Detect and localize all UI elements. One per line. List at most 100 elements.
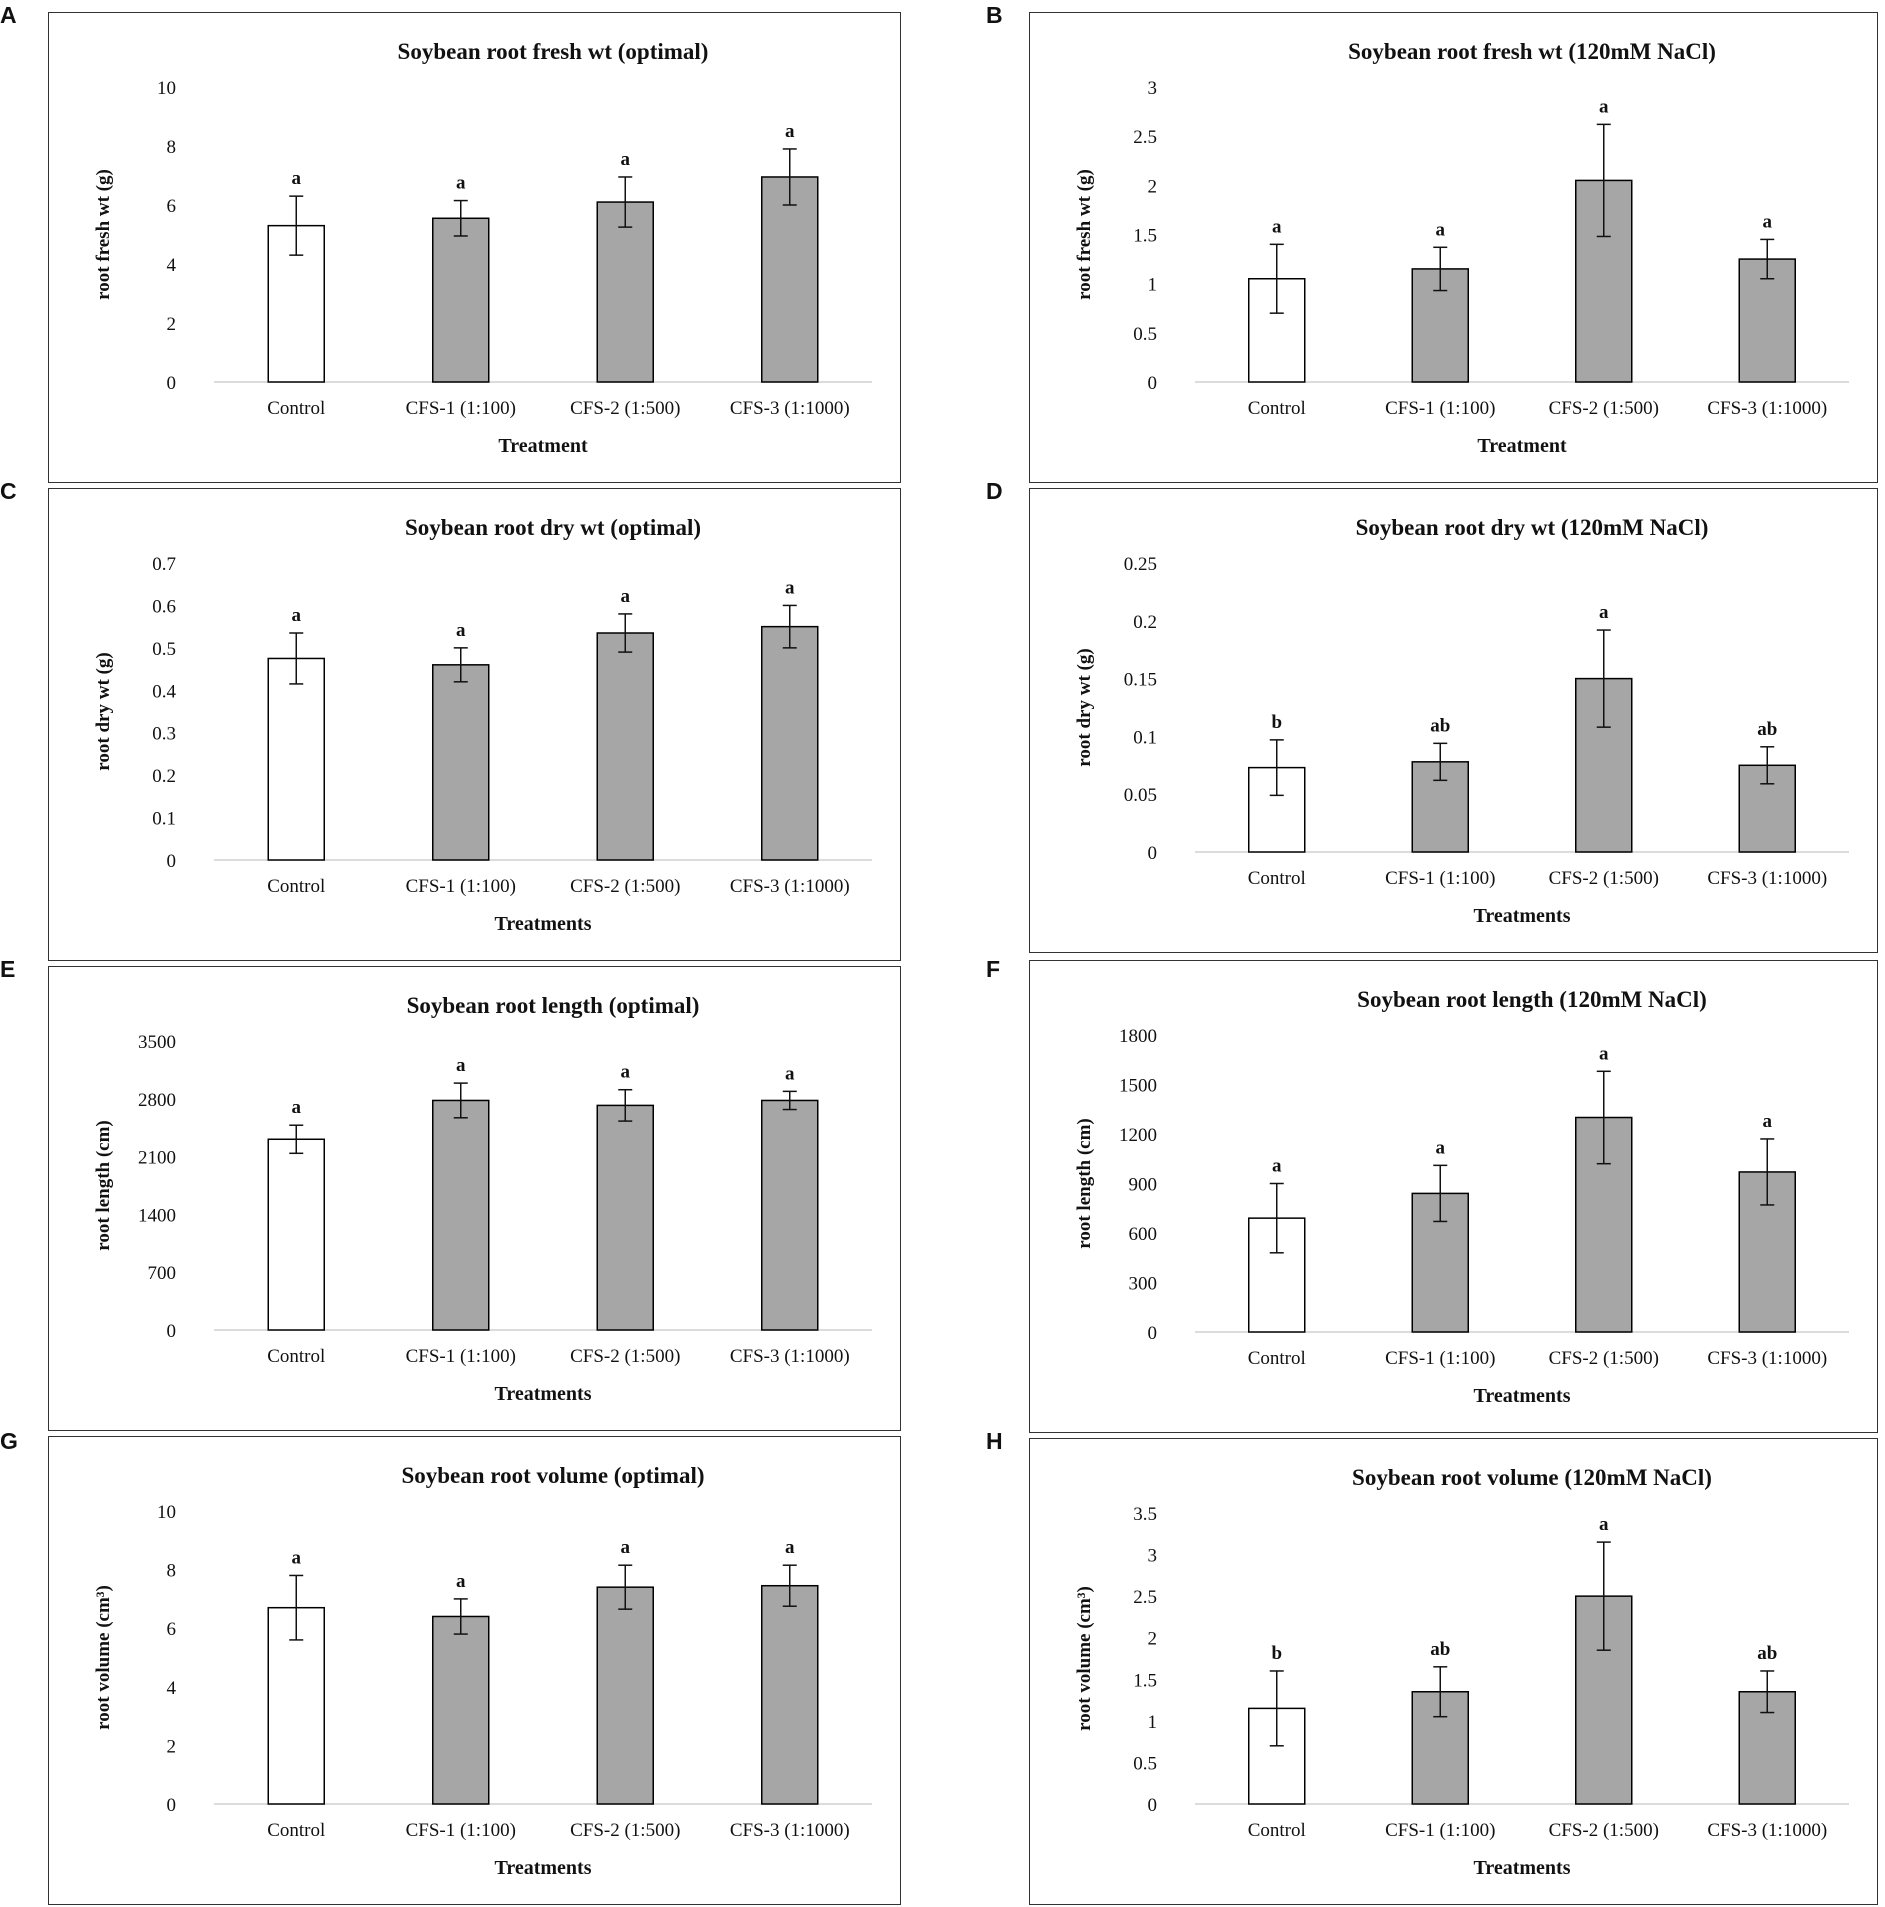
y-tick-label-e-0: 0 xyxy=(167,1321,177,1342)
y-tick-label-c-0: 0 xyxy=(167,851,177,872)
significance-letter-f-3: a xyxy=(1763,1111,1773,1132)
x-tick-label-g-0: Control xyxy=(267,1820,325,1841)
significance-letter-c-1: a xyxy=(456,620,466,641)
x-axis-label-f: Treatments xyxy=(1473,1385,1570,1407)
significance-letter-g-1: a xyxy=(456,1571,466,1592)
y-tick-label-d-3: 0.15 xyxy=(1124,670,1157,691)
bar-e-0 xyxy=(267,1138,325,1331)
y-axis-label-g: root volume (cm³) xyxy=(93,1585,114,1730)
significance-letter-a-3: a xyxy=(785,121,795,142)
y-tick-label-e-2: 1400 xyxy=(138,1205,176,1226)
x-tick-label-b-3: CFS-3 (1:1000) xyxy=(1707,398,1827,419)
x-tick-label-h-0: Control xyxy=(1248,1820,1306,1841)
bar-g-1 xyxy=(432,1615,490,1805)
y-tick-label-f-5: 1500 xyxy=(1119,1076,1157,1097)
x-tick-label-b-1: CFS-1 (1:100) xyxy=(1385,398,1495,419)
x-axis-label-h: Treatments xyxy=(1473,1857,1570,1879)
y-tick-label-d-5: 0.25 xyxy=(1124,554,1157,575)
panel-label-d: D xyxy=(986,478,1003,504)
y-tick-label-g-3: 6 xyxy=(167,1619,177,1640)
y-tick-label-f-6: 1800 xyxy=(1119,1026,1157,1047)
chart-title-e: Soybean root length (optimal) xyxy=(407,993,700,1018)
significance-letter-c-0: a xyxy=(292,605,302,626)
bar-a-1 xyxy=(432,217,490,383)
bar-g-2 xyxy=(596,1586,654,1805)
x-tick-label-f-2: CFS-2 (1:500) xyxy=(1549,1348,1659,1369)
x-tick-label-b-0: Control xyxy=(1248,398,1306,419)
significance-letter-c-3: a xyxy=(785,577,795,598)
y-tick-label-d-4: 0.2 xyxy=(1133,612,1157,633)
y-tick-label-b-0: 0 xyxy=(1148,373,1158,394)
x-tick-label-g-2: CFS-2 (1:500) xyxy=(570,1820,680,1841)
y-axis-label-h: root volume (cm³) xyxy=(1074,1586,1095,1731)
y-tick-label-d-1: 0.05 xyxy=(1124,785,1157,806)
chart-h: Soybean root volume (120mM NaCl) 0 0.5 1 1.5… xyxy=(1074,1465,1849,1879)
y-tick-label-a-1: 2 xyxy=(167,314,177,335)
y-tick-label-c-2: 0.2 xyxy=(152,766,176,787)
bar-a-3 xyxy=(761,176,819,383)
chart-frame-h: Soybean root volume (120mM NaCl) 0 0.5 1 1.5… xyxy=(1029,1438,1878,1905)
panel-label-a: A xyxy=(0,2,17,28)
x-tick-label-a-2: CFS-2 (1:500) xyxy=(570,398,680,419)
y-tick-label-c-5: 0.5 xyxy=(152,639,176,660)
significance-letter-a-0: a xyxy=(292,168,302,189)
y-tick-label-h-2: 1 xyxy=(1148,1712,1158,1733)
x-tick-label-d-1: CFS-1 (1:100) xyxy=(1385,868,1495,889)
y-axis-label-b: root fresh wt (g) xyxy=(1074,169,1095,300)
bar-c-0 xyxy=(267,657,325,861)
chart-frame-g: Soybean root volume (optimal) 0 2 4 6 8 10 root… xyxy=(48,1436,901,1905)
x-tick-label-a-3: CFS-3 (1:1000) xyxy=(730,398,850,419)
x-tick-label-a-1: CFS-1 (1:100) xyxy=(406,398,516,419)
x-tick-label-e-1: CFS-1 (1:100) xyxy=(406,1346,516,1367)
panel-label-c: C xyxy=(0,478,17,504)
x-tick-label-h-3: CFS-3 (1:1000) xyxy=(1707,1820,1827,1841)
x-axis-label-e: Treatments xyxy=(494,1383,591,1405)
y-tick-label-g-0: 0 xyxy=(167,1795,177,1816)
y-tick-label-d-0: 0 xyxy=(1148,843,1158,864)
significance-letter-h-1: ab xyxy=(1430,1639,1450,1660)
x-tick-label-h-2: CFS-2 (1:500) xyxy=(1549,1820,1659,1841)
y-axis-label-d: root dry wt (g) xyxy=(1074,648,1095,766)
y-tick-label-a-2: 4 xyxy=(167,255,177,276)
y-axis-label-a: root fresh wt (g) xyxy=(93,169,114,300)
x-tick-label-c-2: CFS-2 (1:500) xyxy=(570,876,680,897)
significance-letter-b-2: a xyxy=(1599,96,1609,117)
chart-e: Soybean root length (optimal) 0 700 1400 210… xyxy=(93,993,872,1405)
chart-a: Soybean root fresh wt (optimal) 0 2 4 6 8 10 ro… xyxy=(93,39,872,457)
x-tick-label-f-0: Control xyxy=(1248,1348,1306,1369)
significance-letter-e-1: a xyxy=(456,1055,466,1076)
chart-title-f: Soybean root length (120mM NaCl) xyxy=(1357,987,1707,1012)
x-tick-label-c-1: CFS-1 (1:100) xyxy=(406,876,516,897)
x-tick-label-g-3: CFS-3 (1:1000) xyxy=(730,1820,850,1841)
y-tick-label-c-1: 0.1 xyxy=(152,809,176,830)
x-axis-label-a: Treatment xyxy=(498,435,588,457)
panel-label-e: E xyxy=(0,956,16,982)
x-tick-label-e-2: CFS-2 (1:500) xyxy=(570,1346,680,1367)
bar-e-2 xyxy=(596,1104,654,1331)
x-axis-label-b: Treatment xyxy=(1477,435,1567,457)
y-tick-label-f-1: 300 xyxy=(1129,1274,1158,1295)
y-tick-label-g-1: 2 xyxy=(167,1736,177,1757)
y-tick-label-f-3: 900 xyxy=(1129,1175,1158,1196)
y-tick-label-a-4: 8 xyxy=(167,137,177,158)
x-axis-label-d: Treatments xyxy=(1473,905,1570,927)
significance-letter-f-2: a xyxy=(1599,1043,1609,1064)
y-tick-label-f-4: 1200 xyxy=(1119,1125,1157,1146)
x-axis-label-g: Treatments xyxy=(494,1857,591,1879)
significance-letter-f-0: a xyxy=(1272,1156,1282,1177)
y-tick-label-c-3: 0.3 xyxy=(152,724,176,745)
y-tick-label-c-4: 0.4 xyxy=(152,681,176,702)
y-tick-label-g-2: 4 xyxy=(167,1678,177,1699)
y-tick-label-b-5: 2.5 xyxy=(1133,127,1157,148)
chart-b: Soybean root fresh wt (120mM NaCl) 0 0.5 1 1… xyxy=(1074,39,1849,457)
panel-label-b: B xyxy=(986,2,1003,28)
y-tick-label-e-3: 2100 xyxy=(138,1148,176,1169)
panel-label-g: G xyxy=(0,1428,18,1454)
chart-title-h: Soybean root volume (120mM NaCl) xyxy=(1352,1465,1712,1490)
chart-title-d: Soybean root dry wt (120mM NaCl) xyxy=(1356,515,1709,540)
significance-letter-b-3: a xyxy=(1763,211,1773,232)
significance-letter-e-3: a xyxy=(785,1063,795,1084)
x-tick-label-c-0: Control xyxy=(267,876,325,897)
significance-letter-d-3: ab xyxy=(1757,719,1777,740)
y-tick-label-c-7: 0.7 xyxy=(152,554,176,575)
